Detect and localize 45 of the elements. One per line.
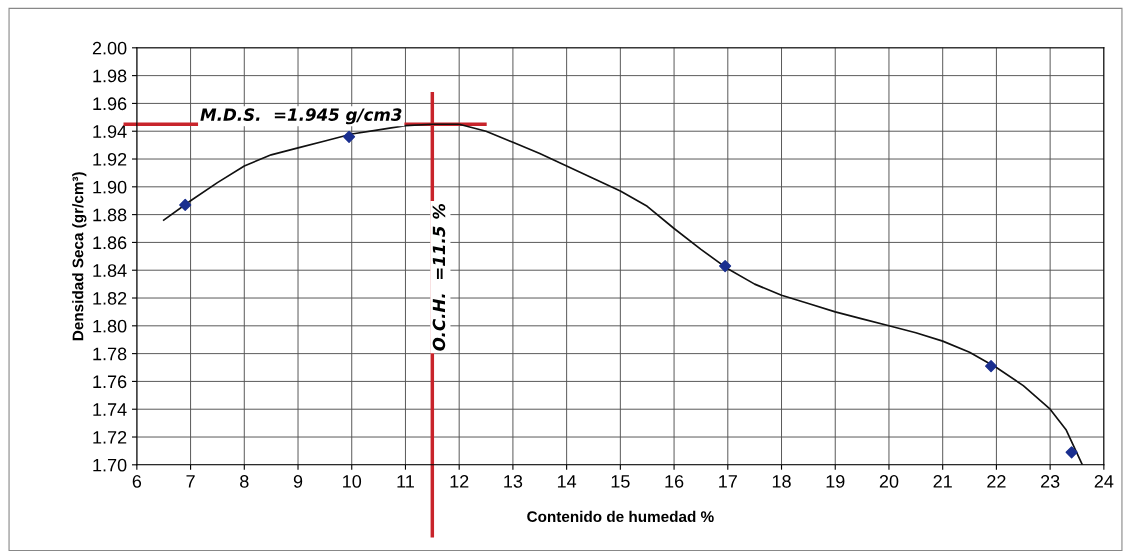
x-tick-label: 18 bbox=[772, 475, 791, 488]
x-tick-label: 20 bbox=[879, 475, 899, 488]
y-tick-label: 1.94 bbox=[93, 125, 127, 138]
x-tick-label: 19 bbox=[826, 475, 845, 488]
y-axis-title: Densidad Seca (gr/cm³) bbox=[72, 172, 87, 341]
ref-line-label: M.D.S. =1.945 g/cm3 bbox=[200, 108, 402, 125]
y-tick-label: 1.76 bbox=[93, 375, 127, 389]
x-tick-label: 7 bbox=[186, 475, 195, 488]
x-tick-label: 12 bbox=[450, 475, 469, 488]
x-tick-label: 8 bbox=[240, 475, 249, 488]
y-tick-label: 1.92 bbox=[93, 152, 127, 166]
x-tick-label: 17 bbox=[719, 475, 737, 488]
x-tick-label: 15 bbox=[611, 475, 630, 488]
y-tick-label: 1.84 bbox=[93, 264, 127, 277]
x-tick-label: 10 bbox=[343, 475, 362, 488]
y-tick-label: 1.98 bbox=[93, 69, 127, 83]
y-tick-label: 1.82 bbox=[93, 291, 127, 305]
x-tick-label: 23 bbox=[1041, 475, 1060, 488]
x-tick-label: 22 bbox=[987, 475, 1006, 488]
x-tick-label: 24 bbox=[1094, 475, 1114, 488]
y-tick-label: 1.70 bbox=[93, 458, 127, 472]
y-tick-label: 1.88 bbox=[93, 208, 127, 222]
y-tick-label: 1.80 bbox=[93, 319, 127, 333]
x-tick-label: 6 bbox=[132, 475, 142, 488]
x-axis-title: Contenido de humedad % bbox=[527, 510, 714, 523]
point bbox=[719, 259, 732, 273]
y-tick-label: 1.86 bbox=[93, 236, 127, 250]
y-tick-label: 1.90 bbox=[93, 180, 127, 194]
line-series bbox=[162, 123, 1084, 465]
y-tick-label: 1.78 bbox=[93, 347, 127, 361]
point bbox=[984, 360, 998, 373]
point bbox=[1065, 446, 1078, 459]
point bbox=[179, 198, 192, 211]
x-tick-label: 11 bbox=[397, 475, 414, 488]
x-tick-label: 9 bbox=[293, 475, 303, 488]
point bbox=[342, 130, 356, 143]
x-tick-label: 21 bbox=[933, 475, 952, 488]
y-tick-label: 1.72 bbox=[93, 430, 127, 444]
x-tick-label: 14 bbox=[557, 475, 577, 488]
y-tick-label: 2.00 bbox=[92, 41, 127, 55]
x-tick-label: 16 bbox=[665, 475, 684, 488]
x-tick-label: 13 bbox=[504, 475, 523, 488]
y-tick-label: 1.74 bbox=[93, 403, 127, 416]
y-tick-label: 1.96 bbox=[93, 97, 127, 111]
ref-line-label: O.C.H. =11.5 % bbox=[432, 204, 446, 351]
